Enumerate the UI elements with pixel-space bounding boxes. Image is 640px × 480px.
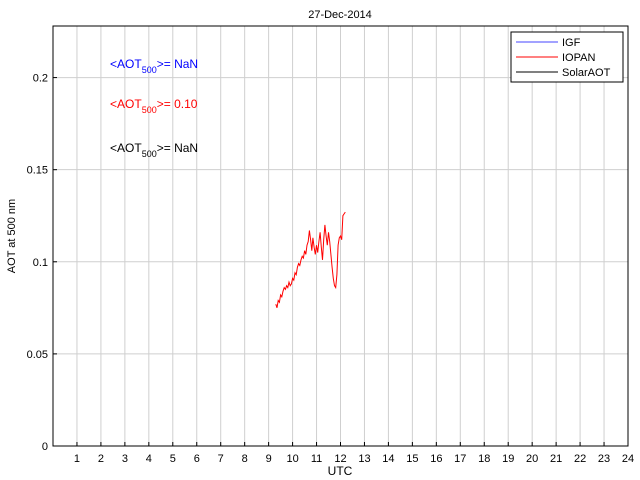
x-tick-label: 6 (194, 453, 200, 465)
mean-aot-annotation: <AOT500>= NaN (110, 57, 198, 75)
x-tick-label: 14 (382, 453, 394, 465)
y-axis-label: AOT at 500 nm (6, 199, 18, 273)
x-tick-label: 21 (550, 453, 562, 465)
x-tick-label: 18 (478, 453, 490, 465)
chart-title: 27-Dec-2014 (308, 9, 372, 21)
axis-ticks: 1 2 3 4 5 6 7 8 9 10 11 12 13 14 15 16 17 18 19 20 21 22 23 240… (27, 73, 635, 465)
mean-aot-annotation: <AOT500>= NaN (110, 141, 198, 159)
x-axis-label: UTC (328, 464, 353, 478)
x-tick-label: 4 (146, 453, 152, 465)
x-tick-label: 9 (266, 453, 272, 465)
series-layer (275, 211, 346, 308)
legend-label: IGF (562, 37, 581, 49)
x-tick-label: 15 (406, 453, 418, 465)
x-tick-label: 3 (122, 453, 128, 465)
legend: IGF IOPAN SolarAOT (510, 31, 624, 83)
x-tick-label: 2 (98, 453, 104, 465)
x-tick-label: 1 (74, 453, 80, 465)
x-tick-label: 8 (242, 453, 248, 465)
x-tick-label: 13 (358, 453, 370, 465)
x-tick-label: 5 (170, 453, 176, 465)
y-tick-label: 0 (42, 441, 48, 453)
y-tick-label: 0.2 (33, 73, 48, 85)
grid (53, 26, 628, 446)
legend-label: IOPAN (562, 52, 595, 64)
y-tick-label: 0.1 (33, 257, 48, 269)
y-tick-label: 0.05 (27, 349, 48, 361)
x-tick-label: 17 (454, 453, 466, 465)
x-tick-label: 19 (502, 453, 514, 465)
mean-aot-annotation: <AOT500>= 0.10 (110, 97, 198, 115)
series-line-iopan (275, 211, 346, 308)
annotations: <AOT500>= NaN <AOT500>= 0.10 <AOT500>= NaN (110, 57, 198, 159)
x-tick-label: 24 (622, 453, 634, 465)
x-tick-label: 22 (574, 453, 586, 465)
y-tick-label: 0.15 (27, 165, 48, 177)
x-tick-label: 12 (334, 453, 346, 465)
x-tick-label: 20 (526, 453, 538, 465)
x-tick-label: 16 (430, 453, 442, 465)
x-tick-label: 7 (218, 453, 224, 465)
x-tick-label: 11 (311, 453, 322, 465)
x-tick-label: 23 (598, 453, 610, 465)
x-tick-label: 10 (286, 453, 298, 465)
legend-label: SolarAOT (562, 67, 611, 79)
